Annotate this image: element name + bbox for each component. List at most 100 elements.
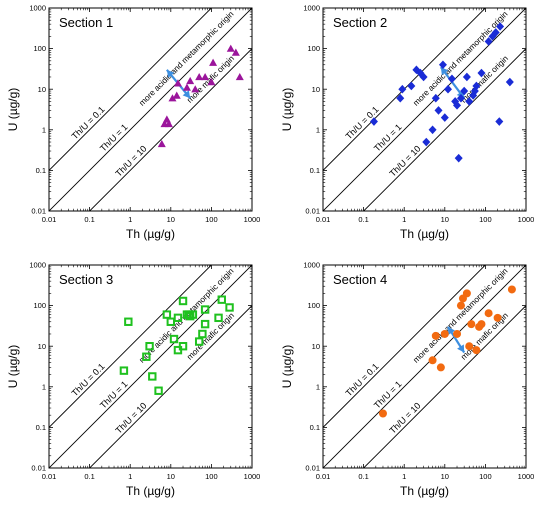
x-tick-label: 1: [128, 472, 132, 481]
data-point: [378, 409, 387, 418]
y-tick-label: 100: [307, 301, 320, 310]
data-point: [396, 93, 405, 103]
data-point: [465, 342, 474, 351]
data-point: [505, 77, 514, 87]
x-tick-label: 0.01: [316, 215, 331, 224]
data-point: [201, 72, 210, 81]
ratio-line-label: Th/U = 0.1: [344, 361, 381, 398]
data-point: [169, 334, 179, 344]
panel-title: Section 4: [333, 272, 387, 287]
ratio-line: [88, 48, 252, 211]
data-point: [188, 310, 198, 319]
data-point: [453, 329, 462, 338]
data-point: [507, 285, 516, 294]
data-point: [178, 342, 188, 351]
y-tick-label: 0.1: [310, 423, 320, 432]
data-point: [157, 139, 166, 148]
data-point: [369, 117, 378, 126]
y-tick-label: 10: [38, 85, 46, 94]
x-axis-label: Th (µg/g): [126, 484, 175, 498]
y-tick-label: 0.01: [31, 464, 46, 473]
ratio-line: [323, 265, 487, 428]
data-point: [484, 309, 493, 318]
plot-frame: [322, 264, 527, 469]
data-point: [456, 301, 465, 310]
y-tick-label: 1: [316, 125, 320, 134]
y-tick-label: 1000: [29, 261, 46, 270]
data-point: [148, 372, 157, 381]
x-tick-label: 1: [402, 472, 406, 481]
data-points: [378, 285, 516, 418]
data-point: [477, 320, 486, 329]
reference-lines: [49, 8, 252, 211]
data-point: [495, 117, 504, 126]
annotation-mafic: more mafic origin: [459, 311, 510, 362]
arrow-head: [448, 326, 456, 335]
arrow-head: [457, 344, 465, 353]
arrow-head: [166, 69, 175, 78]
panels-layer: 0.01 0.1 1 10 100 1000 0.01 0.1 1 10 100 1000 Th (µg…: [6, 4, 534, 498]
x-tick-label: 0.01: [316, 472, 331, 481]
data-point: [226, 44, 235, 52]
data-point: [225, 303, 234, 312]
chart-panel-1: 0.01 0.1 1 10 100 1000 0.01 0.1 1 10 100 1000 Th (µg…: [6, 4, 260, 241]
data-point: [407, 81, 416, 91]
x-axis-label: Th (µg/g): [400, 227, 449, 241]
data-point: [419, 72, 428, 82]
y-tick-label: 0.1: [310, 166, 320, 175]
ratio-line: [49, 8, 252, 211]
data-point: [472, 346, 481, 355]
data-point: [195, 72, 204, 81]
x-tick-label: 100: [205, 215, 218, 224]
x-tick-label: 0.01: [42, 472, 57, 481]
ratio-line-label: Th/U = 10: [113, 143, 148, 178]
ratio-line: [49, 8, 213, 171]
x-tick-label: 1: [402, 215, 406, 224]
ratio-line-label: Th/U = 1: [98, 379, 130, 411]
data-point: [440, 113, 449, 122]
data-point: [467, 320, 476, 329]
y-tick-label: 1000: [303, 261, 320, 270]
x-tick-label: 100: [479, 472, 492, 481]
data-point: [231, 48, 240, 56]
y-tick-label: 10: [312, 342, 320, 351]
data-point: [142, 352, 151, 361]
x-tick-label: 1000: [244, 472, 261, 481]
data-point: [431, 331, 440, 340]
y-tick-label: 0.1: [36, 423, 46, 432]
data-point: [164, 119, 173, 128]
data-point: [200, 319, 210, 329]
arrow-head: [440, 67, 449, 76]
x-tick-label: 0.1: [358, 472, 368, 481]
data-point: [460, 86, 469, 96]
plot-frame: [48, 264, 253, 469]
ratio-line: [49, 265, 252, 468]
y-tick-label: 1000: [29, 4, 46, 13]
y-tick-label: 100: [307, 44, 320, 53]
x-tick-label: 100: [205, 472, 218, 481]
x-axis-label: Th (µg/g): [126, 227, 175, 241]
data-point: [440, 329, 449, 338]
data-point: [434, 106, 443, 115]
axis-ticks: [322, 264, 527, 469]
annotation-mafic: more mafic origin: [185, 54, 236, 105]
ratio-line-label: Th/U = 0.1: [70, 361, 107, 398]
data-point: [472, 81, 481, 91]
data-point: [119, 366, 129, 375]
x-axis-label: Th (µg/g): [400, 484, 449, 498]
data-point: [207, 78, 216, 86]
data-point: [172, 91, 181, 99]
y-tick-label: 10: [38, 342, 46, 351]
data-point: [173, 313, 183, 323]
panel-title: Section 3: [59, 272, 113, 287]
data-point: [428, 356, 437, 365]
ratio-line: [49, 265, 213, 428]
data-point: [436, 363, 445, 372]
data-point: [453, 101, 462, 110]
data-point: [428, 125, 437, 135]
data-point: [493, 313, 502, 322]
y-axis-label: U (µg/g): [280, 88, 294, 132]
data-point: [198, 329, 207, 339]
y-tick-label: 0.1: [36, 166, 46, 175]
y-axis-label: U (µg/g): [6, 345, 20, 389]
